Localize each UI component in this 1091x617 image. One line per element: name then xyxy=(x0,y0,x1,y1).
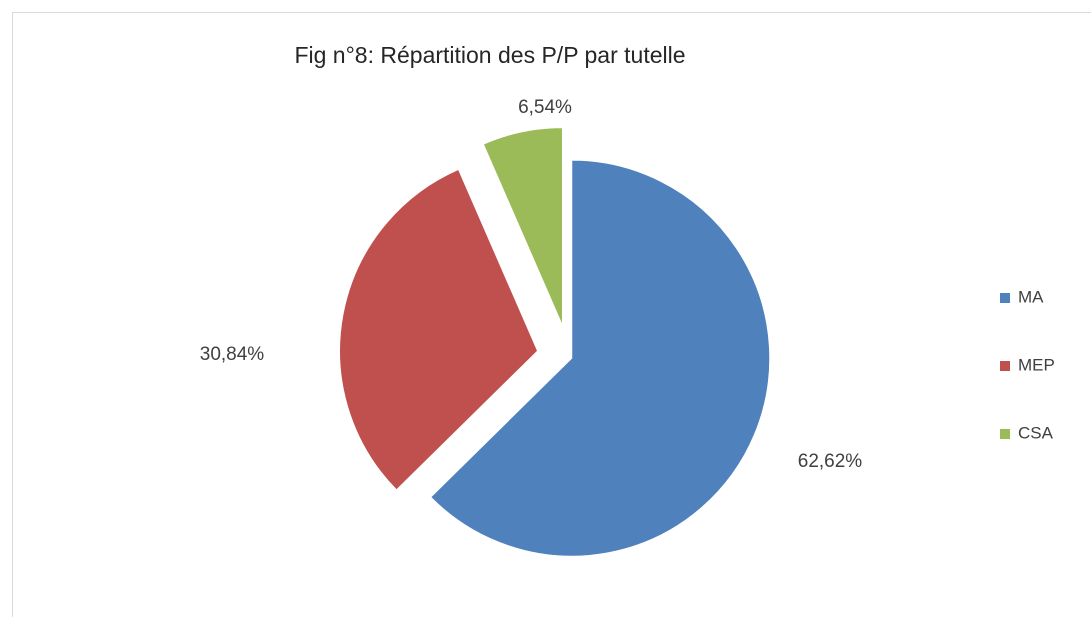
chart-title: Fig n°8: Répartition des P/P par tutelle xyxy=(294,42,685,68)
pie-slice xyxy=(482,127,563,326)
legend-label: MA xyxy=(1018,287,1044,306)
pie-slice xyxy=(339,168,539,491)
legend-label: CSA xyxy=(1018,423,1054,442)
legend-swatch xyxy=(1000,361,1010,371)
legend-label: MEP xyxy=(1018,355,1055,374)
data-label: 30,84% xyxy=(200,344,265,365)
data-label: 62,62% xyxy=(798,451,863,472)
legend-swatch xyxy=(1000,429,1010,439)
pie-slice xyxy=(430,159,771,557)
legend-swatch xyxy=(1000,293,1010,303)
data-label: 6,54% xyxy=(518,97,572,118)
